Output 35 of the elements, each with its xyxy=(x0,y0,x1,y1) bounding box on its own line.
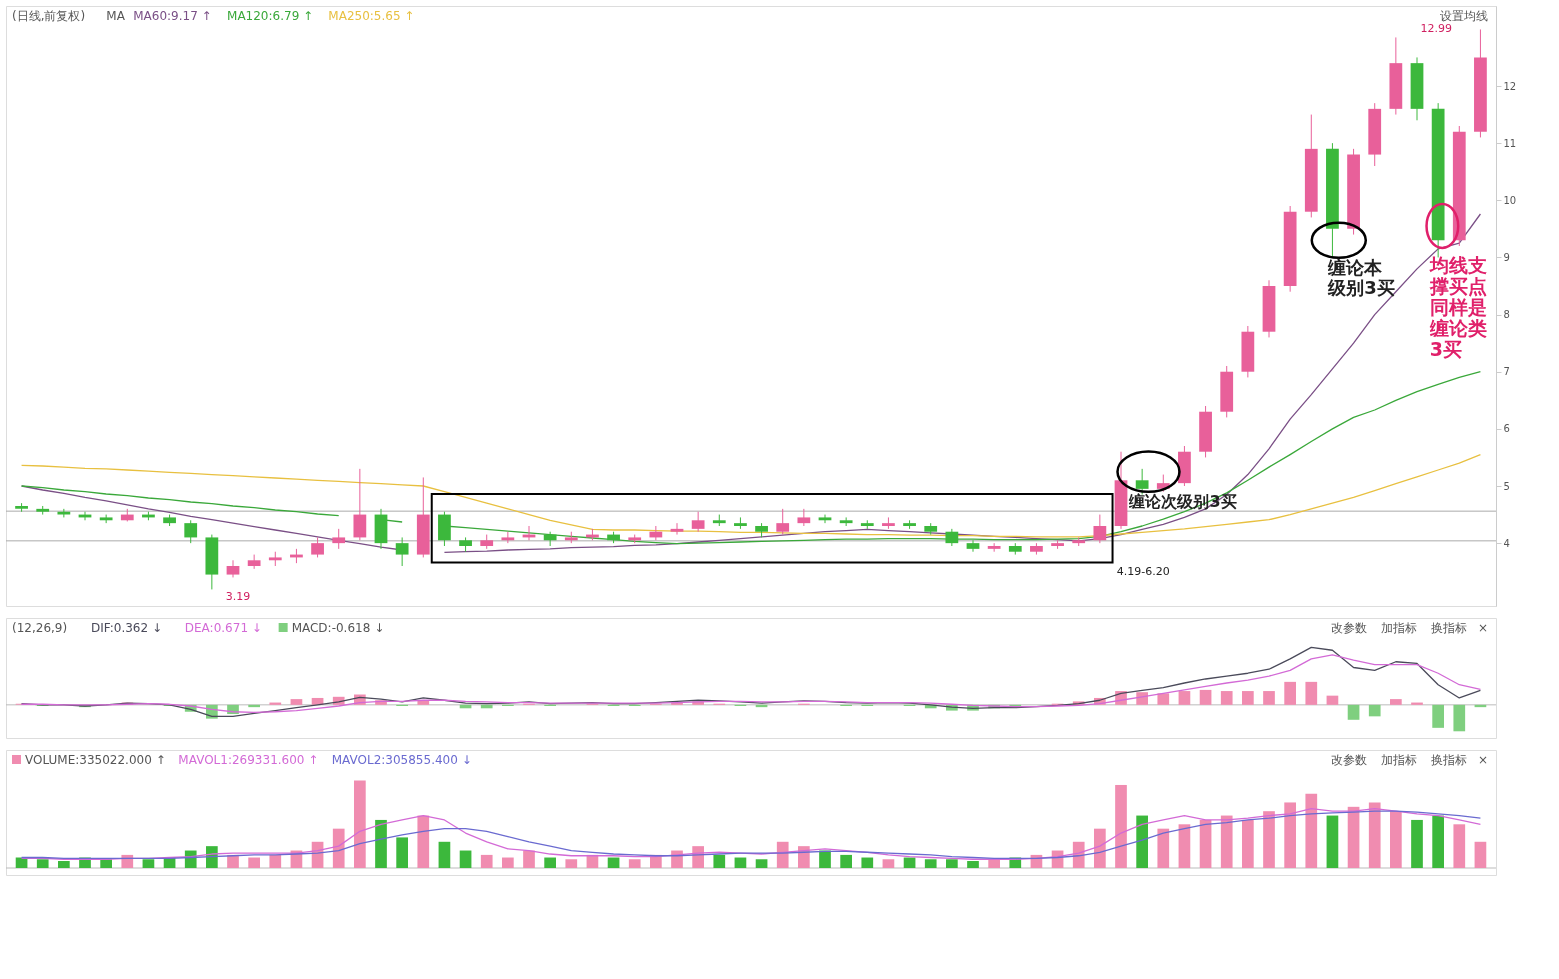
y-tick-label: 12 xyxy=(1503,80,1517,92)
text: 加指标 xyxy=(1380,621,1417,635)
text: MA60:9.17 ↑ xyxy=(133,9,212,23)
text: 换指标 xyxy=(1430,753,1467,767)
annotation: 设置均线 xyxy=(1440,9,1488,23)
annotation: MA xyxy=(106,9,126,23)
y-tick-label: 6 xyxy=(1503,423,1510,435)
y-tick-label: 5 xyxy=(1503,480,1510,492)
annotation: 4.19-6.20 xyxy=(1116,564,1170,578)
text: MAVOL1:269331.600 ↑ xyxy=(178,753,319,767)
y-tick-label: 11 xyxy=(1503,137,1517,149)
y-tick-label: 4 xyxy=(1503,537,1510,549)
text: DEA:0.671 ↓ xyxy=(184,621,262,635)
y-tick-label: 8 xyxy=(1503,309,1510,321)
text: 加指标 xyxy=(1380,753,1417,767)
y-tick-label: 7 xyxy=(1503,366,1510,378)
annotation: 缠论本级别3买 xyxy=(1327,257,1395,299)
text: 换指标 xyxy=(1430,621,1467,635)
legend-label: VOLUME:335022.000 ↑ xyxy=(25,753,166,767)
annotation: 3.19 xyxy=(225,590,251,604)
text: MA120:6.79 ↑ xyxy=(227,9,314,23)
annotation: 均线支撑买点同样是缠论类3买 xyxy=(1428,254,1487,361)
y-tick-label: 9 xyxy=(1503,251,1510,263)
text: DIF:0.362 ↓ xyxy=(90,621,162,635)
text: MAVOL2:305855.400 ↓ xyxy=(331,753,472,767)
text: × xyxy=(1477,621,1488,635)
text: × xyxy=(1477,753,1488,767)
annotation: 12.99 xyxy=(1420,22,1452,36)
annotation: (日线,前复权) xyxy=(12,9,86,23)
legend-label: MACD:-0.618 ↓ xyxy=(291,621,385,635)
y-tick-label: 10 xyxy=(1503,194,1517,206)
text: (12,26,9) xyxy=(12,621,68,635)
text: MA250:5.65 ↑ xyxy=(328,9,415,23)
text: 改参数 xyxy=(1330,621,1367,635)
text: 改参数 xyxy=(1330,753,1367,767)
